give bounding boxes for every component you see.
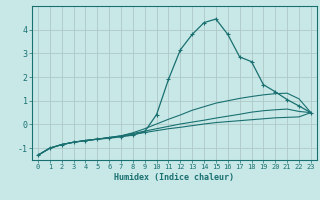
X-axis label: Humidex (Indice chaleur): Humidex (Indice chaleur) <box>115 173 234 182</box>
